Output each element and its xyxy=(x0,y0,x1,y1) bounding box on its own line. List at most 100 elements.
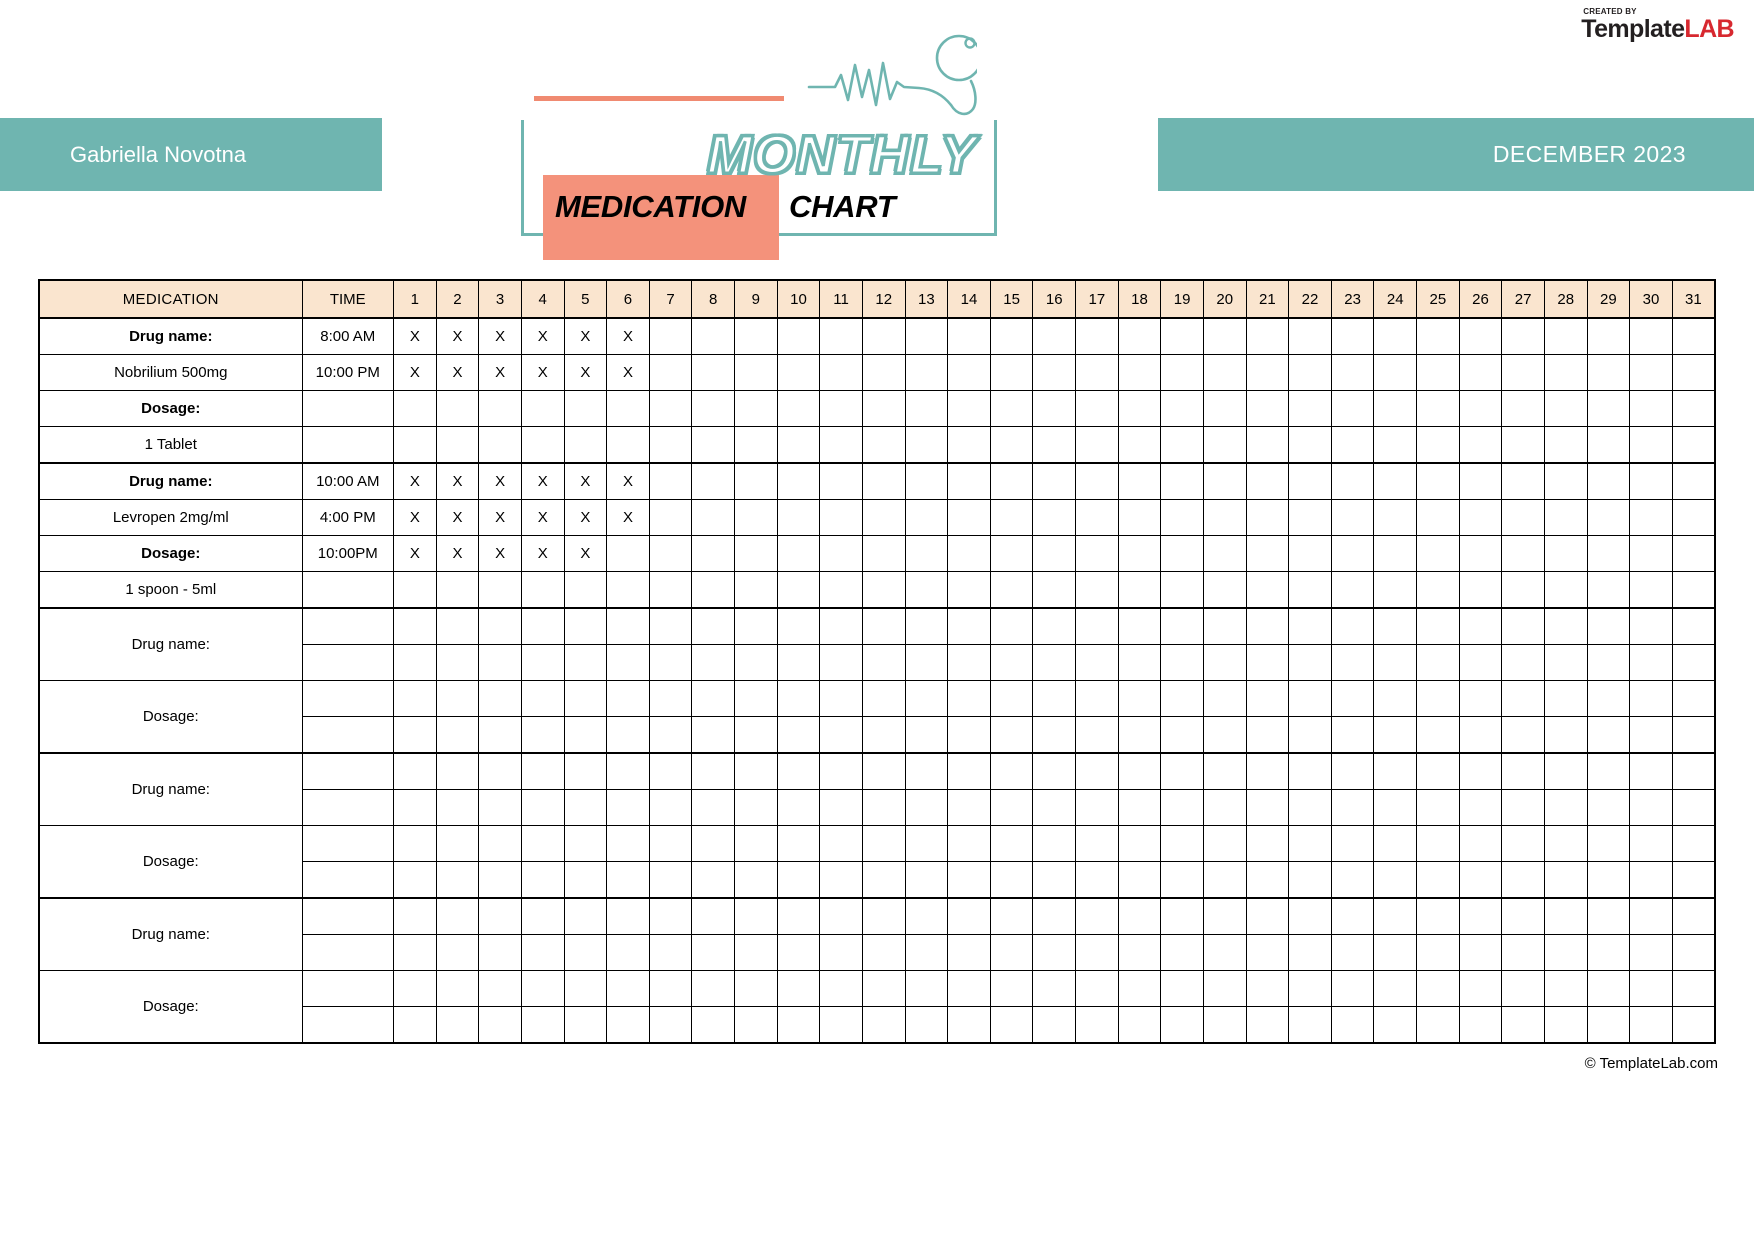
day-cell-28[interactable] xyxy=(1543,607,1588,645)
day-cell-27[interactable] xyxy=(1501,825,1545,862)
day-cell-27[interactable] xyxy=(1501,317,1545,355)
day-cell-14[interactable] xyxy=(947,571,991,609)
day-cell-14[interactable] xyxy=(947,934,991,971)
day-cell-4[interactable] xyxy=(520,1006,565,1044)
day-cell-23[interactable] xyxy=(1330,789,1375,826)
day-cell-30[interactable] xyxy=(1629,680,1673,717)
day-cell-1[interactable] xyxy=(393,934,437,971)
day-cell-10[interactable] xyxy=(776,571,821,609)
day-cell-4[interactable] xyxy=(520,571,565,609)
day-cell-9[interactable] xyxy=(734,970,778,1007)
day-cell-2[interactable] xyxy=(435,426,480,464)
day-cell-27[interactable] xyxy=(1501,752,1545,790)
day-cell-22[interactable] xyxy=(1288,861,1332,899)
day-cell-10[interactable] xyxy=(776,462,821,500)
day-cell-19[interactable] xyxy=(1160,825,1204,862)
day-cell-1[interactable]: X xyxy=(393,354,437,391)
day-cell-13[interactable] xyxy=(904,825,949,862)
day-cell-1[interactable]: X xyxy=(393,462,437,500)
day-cell-14[interactable] xyxy=(947,644,991,681)
day-cell-17[interactable] xyxy=(1075,462,1119,500)
day-cell-16[interactable] xyxy=(1032,897,1077,935)
day-cell-13[interactable] xyxy=(904,499,949,536)
day-cell-15[interactable] xyxy=(989,752,1034,790)
day-cell-9[interactable] xyxy=(734,644,778,681)
day-cell-28[interactable] xyxy=(1543,499,1588,536)
day-cell-28[interactable] xyxy=(1543,897,1588,935)
day-cell-27[interactable] xyxy=(1501,354,1545,391)
day-cell-14[interactable] xyxy=(947,861,991,899)
time-cell[interactable] xyxy=(301,861,395,899)
time-cell[interactable] xyxy=(301,680,395,717)
day-cell-15[interactable] xyxy=(989,1006,1034,1044)
day-cell-13[interactable] xyxy=(904,861,949,899)
day-cell-2[interactable]: X xyxy=(435,499,480,536)
day-cell-12[interactable] xyxy=(861,390,906,427)
day-cell-27[interactable] xyxy=(1501,535,1545,572)
day-cell-27[interactable] xyxy=(1501,861,1545,899)
day-cell-21[interactable] xyxy=(1245,680,1290,717)
day-cell-7[interactable] xyxy=(648,897,693,935)
day-cell-5[interactable] xyxy=(563,571,608,609)
day-cell-30[interactable] xyxy=(1629,607,1673,645)
day-cell-18[interactable] xyxy=(1117,535,1162,572)
day-cell-16[interactable] xyxy=(1032,571,1077,609)
day-cell-22[interactable] xyxy=(1288,825,1332,862)
day-cell-26[interactable] xyxy=(1458,825,1503,862)
day-cell-16[interactable] xyxy=(1032,462,1077,500)
day-cell-29[interactable] xyxy=(1586,716,1631,754)
day-cell-1[interactable] xyxy=(393,426,437,464)
day-cell-30[interactable] xyxy=(1629,571,1673,609)
day-cell-12[interactable] xyxy=(861,825,906,862)
day-cell-7[interactable] xyxy=(648,825,693,862)
day-cell-24[interactable] xyxy=(1373,716,1418,754)
medication-label-cell[interactable]: Dosage: xyxy=(38,680,303,754)
day-cell-23[interactable] xyxy=(1330,499,1375,536)
day-cell-13[interactable] xyxy=(904,934,949,971)
day-cell-14[interactable] xyxy=(947,970,991,1007)
day-cell-9[interactable] xyxy=(734,716,778,754)
time-cell[interactable]: 10:00PM xyxy=(301,535,395,572)
day-cell-8[interactable] xyxy=(691,861,736,899)
day-cell-7[interactable] xyxy=(648,1006,693,1044)
day-cell-28[interactable] xyxy=(1543,571,1588,609)
time-cell[interactable] xyxy=(301,571,395,609)
time-cell[interactable] xyxy=(301,1006,395,1044)
day-cell-30[interactable] xyxy=(1629,317,1673,355)
day-cell-13[interactable] xyxy=(904,390,949,427)
day-cell-5[interactable] xyxy=(563,752,608,790)
day-cell-11[interactable] xyxy=(819,1006,863,1044)
day-cell-27[interactable] xyxy=(1501,607,1545,645)
day-cell-20[interactable] xyxy=(1202,970,1247,1007)
day-cell-7[interactable] xyxy=(648,390,693,427)
day-cell-13[interactable] xyxy=(904,680,949,717)
day-cell-10[interactable] xyxy=(776,716,821,754)
day-cell-18[interactable] xyxy=(1117,716,1162,754)
day-cell-8[interactable] xyxy=(691,934,736,971)
day-cell-16[interactable] xyxy=(1032,426,1077,464)
day-cell-12[interactable] xyxy=(861,571,906,609)
day-cell-14[interactable] xyxy=(947,825,991,862)
day-cell-10[interactable] xyxy=(776,897,821,935)
day-cell-4[interactable] xyxy=(520,825,565,862)
day-cell-31[interactable] xyxy=(1671,390,1716,427)
day-cell-28[interactable] xyxy=(1543,752,1588,790)
medication-label-cell[interactable]: Drug name: xyxy=(38,752,303,826)
day-cell-30[interactable] xyxy=(1629,970,1673,1007)
day-cell-10[interactable] xyxy=(776,535,821,572)
day-cell-24[interactable] xyxy=(1373,462,1418,500)
day-cell-8[interactable] xyxy=(691,462,736,500)
day-cell-27[interactable] xyxy=(1501,644,1545,681)
day-cell-8[interactable] xyxy=(691,317,736,355)
day-cell-25[interactable] xyxy=(1416,499,1460,536)
day-cell-18[interactable] xyxy=(1117,390,1162,427)
day-cell-14[interactable] xyxy=(947,607,991,645)
day-cell-20[interactable] xyxy=(1202,354,1247,391)
day-cell-17[interactable] xyxy=(1075,861,1119,899)
day-cell-15[interactable] xyxy=(989,644,1034,681)
day-cell-13[interactable] xyxy=(904,607,949,645)
day-cell-20[interactable] xyxy=(1202,535,1247,572)
day-cell-10[interactable] xyxy=(776,426,821,464)
time-cell[interactable]: 8:00 AM xyxy=(301,317,395,355)
day-cell-14[interactable] xyxy=(947,897,991,935)
